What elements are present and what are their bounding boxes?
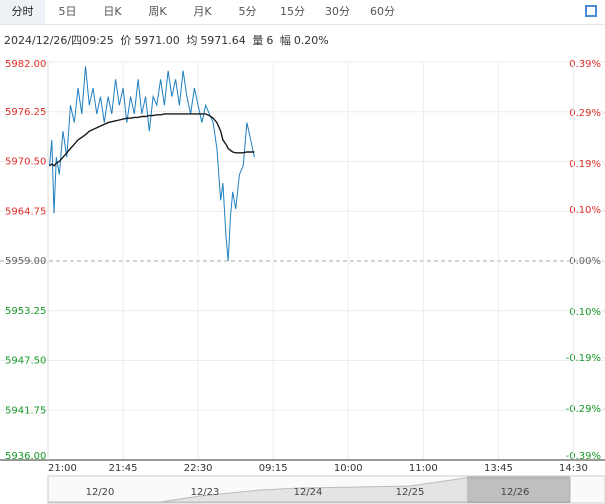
label: 幅 (279, 34, 291, 47)
tab[interactable]: 5日 (58, 5, 77, 18)
series-line (49, 113, 255, 167)
value: 5971.64 (200, 34, 246, 47)
tab[interactable]: 日K (103, 5, 122, 18)
y-tick-label: 5976.25 (5, 107, 46, 118)
y2-tick-label: -0.39% (566, 451, 601, 462)
y2-tick-label: 0.00% (569, 256, 601, 267)
x-tick-label: 13:45 (484, 463, 513, 474)
y2-tick-label: 0.10% (569, 307, 601, 318)
navigator-selection (467, 476, 570, 503)
label: 均 (186, 34, 198, 47)
y2-tick-label: 0.39% (569, 59, 601, 70)
y2-tick-label: 0.29% (569, 108, 601, 119)
navigator-date: 12/20 (86, 487, 115, 498)
label: 价 (120, 34, 132, 47)
y2-tick-label: 0.10% (569, 205, 601, 216)
value: 5971.00 (134, 34, 180, 47)
x-tick-label: 11:00 (409, 463, 438, 474)
x-tick-label: 10:00 (334, 463, 363, 474)
y2-tick-label: -0.19% (566, 353, 601, 364)
time: 2024/12/26/四09:25 (4, 34, 114, 47)
y-tick-label: 5947.50 (5, 356, 46, 367)
tab[interactable]: 月K (193, 5, 212, 18)
navigator-date: 12/23 (191, 487, 220, 498)
y-tick-label: 5941.75 (5, 405, 46, 416)
navigator-date: 12/24 (294, 487, 323, 498)
y-tick-label: 5964.75 (5, 206, 46, 217)
value: 0.20% (293, 34, 329, 47)
y2-tick-label: -0.29% (566, 404, 601, 415)
tab-bar: 分时 5日 日K 周K 月K 5分 15分 30分 60分 (0, 0, 605, 25)
x-tick-label: 21:00 (48, 463, 77, 474)
series-line (49, 66, 255, 262)
label: 量 (252, 34, 264, 47)
tab[interactable]: 30分 (325, 5, 350, 18)
value: 6 (266, 34, 274, 47)
x-tick-label: 22:30 (184, 463, 213, 474)
y2-tick-label: 0.19% (569, 159, 601, 170)
tab[interactable]: 15分 (280, 5, 305, 18)
y-tick-label: 5953.25 (5, 306, 46, 317)
tab[interactable]: 周K (148, 5, 167, 18)
x-tick-label: 14:30 (559, 463, 588, 474)
y-tick-label: 5936.00 (5, 451, 46, 462)
y-tick-label: 5970.50 (5, 157, 46, 168)
navigator-date: 12/26 (501, 487, 530, 498)
x-tick-label: 21:45 (109, 463, 138, 474)
y-tick-label: 5959.00 (5, 256, 46, 267)
fullscreen-button[interactable] (585, 5, 597, 17)
x-tick-label: 09:15 (259, 463, 288, 474)
y-tick-label: 5982.00 (5, 59, 46, 70)
tab[interactable]: 60分 (370, 5, 395, 18)
navigator-date: 12/25 (396, 487, 425, 498)
tab[interactable]: 分时 (0, 0, 45, 24)
tab[interactable]: 5分 (238, 5, 257, 18)
